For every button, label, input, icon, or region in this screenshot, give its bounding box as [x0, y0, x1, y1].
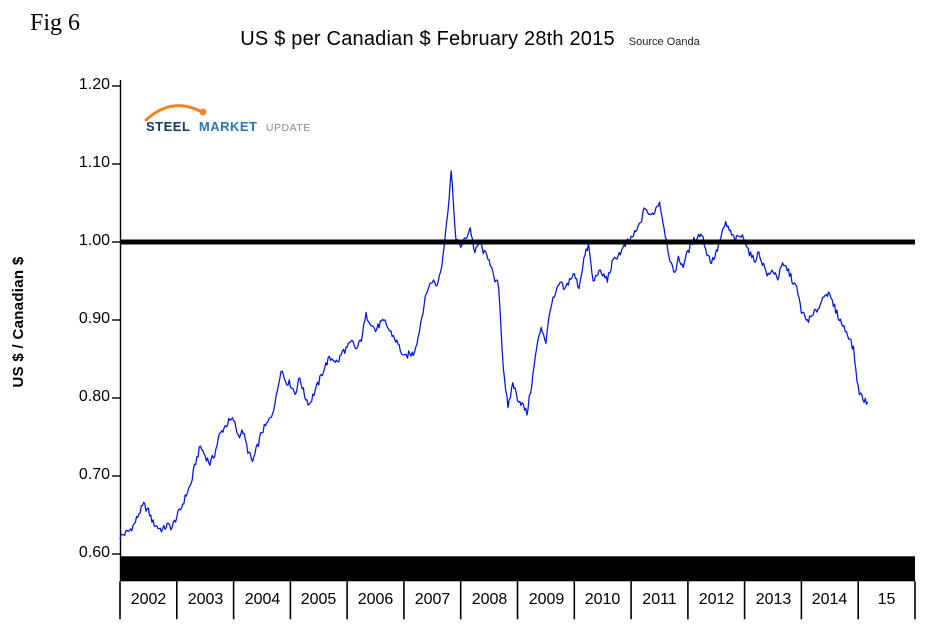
y-tick-label: 1.00	[78, 232, 110, 249]
x-tick-label: 2004	[244, 591, 281, 608]
logo-text-steel: STEEL	[146, 119, 191, 134]
logo-wordmark: STEEL MARKET UPDATE	[146, 118, 311, 136]
figure-label: Fig 6	[30, 10, 81, 36]
y-tick-label: 0.90	[78, 310, 110, 327]
logo-swoosh-icon	[144, 104, 207, 122]
x-tick-label: 2006	[357, 591, 394, 608]
y-tick-label: 0.60	[78, 544, 110, 561]
exchange-rate-series	[119, 170, 869, 540]
x-tick-label: 2012	[698, 591, 735, 608]
x-tick-label: 2009	[528, 591, 565, 608]
x-tick-label: 2014	[811, 591, 848, 608]
x-tick-label: 2008	[471, 591, 508, 608]
x-tick-label: 2013	[755, 591, 792, 608]
x-tick-label: 15	[877, 591, 896, 608]
steel-market-update-logo: STEEL MARKET UPDATE	[142, 100, 322, 138]
x-tick-label: 2007	[414, 591, 451, 608]
bottom-black-band	[120, 556, 915, 582]
y-tick-label: 1.10	[78, 154, 110, 171]
x-tick-label: 2011	[642, 591, 677, 608]
x-tick-label: 2010	[584, 591, 621, 608]
y-tick-label: 0.80	[78, 388, 110, 405]
logo-text-market: MARKET	[198, 119, 258, 134]
x-tick-label: 2003	[187, 591, 224, 608]
x-tick-label: 2002	[130, 591, 167, 608]
chart-source: Source Oanda	[628, 36, 700, 48]
chart-title-row: US $ per Canadian $ February 28th 2015 So…	[110, 28, 830, 51]
logo-text-update: UPDATE	[265, 122, 311, 134]
y-tick-label: 1.20	[78, 76, 110, 93]
chart-title: US $ per Canadian $ February 28th 2015	[240, 28, 615, 50]
x-tick-label: 2005	[300, 591, 337, 608]
y-tick-label: 0.70	[78, 466, 110, 483]
